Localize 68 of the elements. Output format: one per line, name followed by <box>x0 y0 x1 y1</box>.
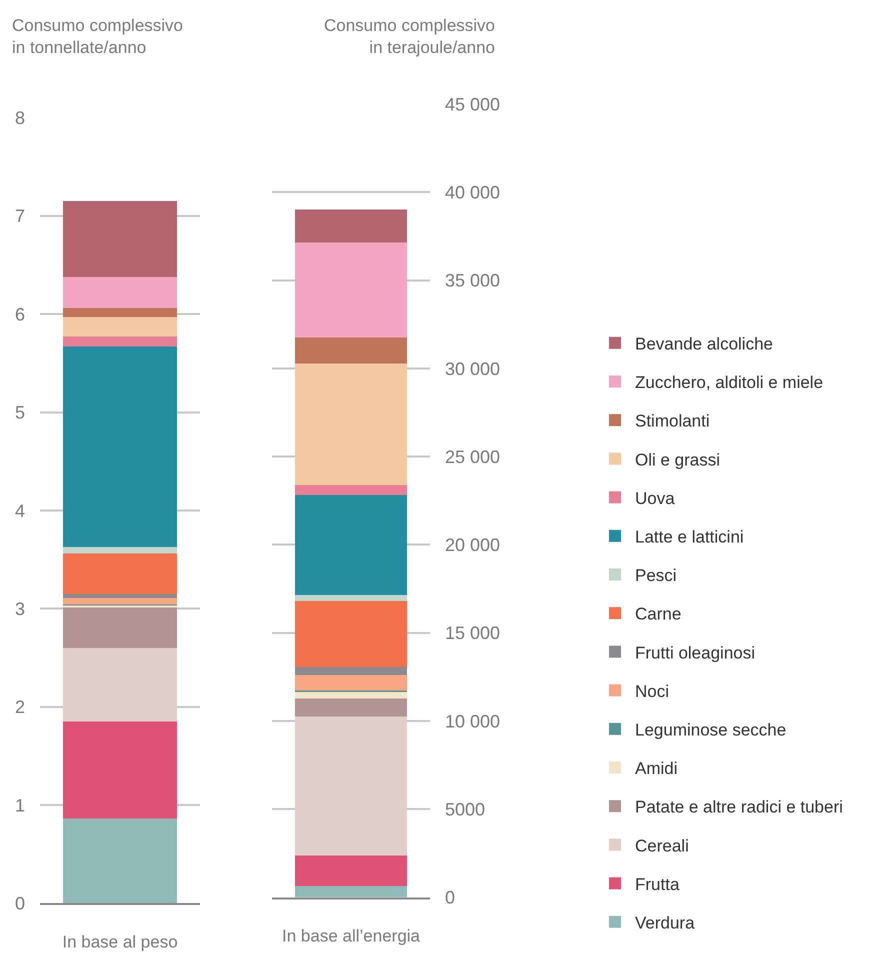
y-tick-label: 20 000 <box>445 535 500 556</box>
legend-label: Frutta <box>635 874 680 894</box>
y-tick-label: 45 000 <box>445 94 500 114</box>
legend-label: Patate e altre radici e tuberi <box>635 798 843 817</box>
y-tick-label: 3 <box>14 598 25 619</box>
legend-label: Bevande alcoliche <box>635 334 773 354</box>
y-tick-label: 25 000 <box>445 446 500 467</box>
legend-label: Verdura <box>635 914 696 933</box>
bar <box>294 242 408 338</box>
legend-label: Zucchero, alditoli e miele <box>635 373 824 392</box>
y-tick-label: 15 000 <box>445 623 500 644</box>
bar <box>294 210 408 243</box>
bar <box>294 337 408 364</box>
bar <box>63 201 177 277</box>
bar <box>294 698 408 716</box>
legend-label: Carne <box>635 604 682 624</box>
bar <box>294 692 408 698</box>
bar <box>294 886 408 898</box>
bar <box>63 608 177 648</box>
bar <box>63 554 177 594</box>
legend-label: Latte e latticini <box>635 528 744 547</box>
y-tick-label: 35 000 <box>445 270 500 291</box>
legend-label: Pesci <box>635 566 677 586</box>
bar <box>63 598 177 605</box>
bar <box>294 494 408 595</box>
bar <box>294 856 408 886</box>
x-tick-label: In base all’energia <box>282 926 421 946</box>
bar <box>63 317 177 337</box>
y-tick-label: 1 <box>14 795 25 816</box>
bar <box>294 364 408 486</box>
y-tick-label: 4 <box>14 500 25 521</box>
bar <box>63 722 177 819</box>
legend-label: Frutti oleaginosi <box>635 643 756 662</box>
legend-label: Leguminose secche <box>635 720 786 740</box>
bar <box>63 336 177 346</box>
legend-label: Uova <box>635 488 676 508</box>
y-tick-label: 40 000 <box>445 182 500 202</box>
bar <box>63 818 177 904</box>
bar <box>63 546 177 554</box>
y-tick-label: 7 <box>14 206 25 226</box>
legend-label: Noci <box>635 682 670 701</box>
y-tick-label: 5 <box>14 402 25 423</box>
y-tick-label: 8 <box>14 108 25 128</box>
bar <box>63 276 177 308</box>
y-axis-title: Consumo complessivo in terajoule/anno <box>324 16 496 58</box>
y-tick-label: 5000 <box>445 799 486 820</box>
legend-label: Stimolanti <box>635 412 710 431</box>
legend-label: Cereali <box>635 836 689 856</box>
bar <box>294 485 408 495</box>
bar <box>63 346 177 547</box>
bar <box>294 594 408 601</box>
y-tick-label: 6 <box>14 304 25 324</box>
y-tick-label: 30 000 <box>445 358 500 379</box>
bar <box>63 648 177 722</box>
bar <box>294 600 408 668</box>
legend-label: Oli e grassi <box>635 450 720 470</box>
x-tick-label: In base al peso <box>62 932 178 952</box>
bar <box>294 667 408 676</box>
bar <box>63 594 177 598</box>
y-tick-label: 0 <box>445 888 456 908</box>
bar <box>63 308 177 318</box>
y-tick-label: 2 <box>14 697 25 718</box>
y-tick-label: 0 <box>14 893 25 914</box>
y-tick-label: 10 000 <box>445 711 500 732</box>
y-axis-title: Consumo complessivo in tonnellate/anno <box>12 16 184 58</box>
legend-label: Amidi <box>635 759 678 778</box>
bar <box>294 675 408 691</box>
bar <box>294 716 408 856</box>
